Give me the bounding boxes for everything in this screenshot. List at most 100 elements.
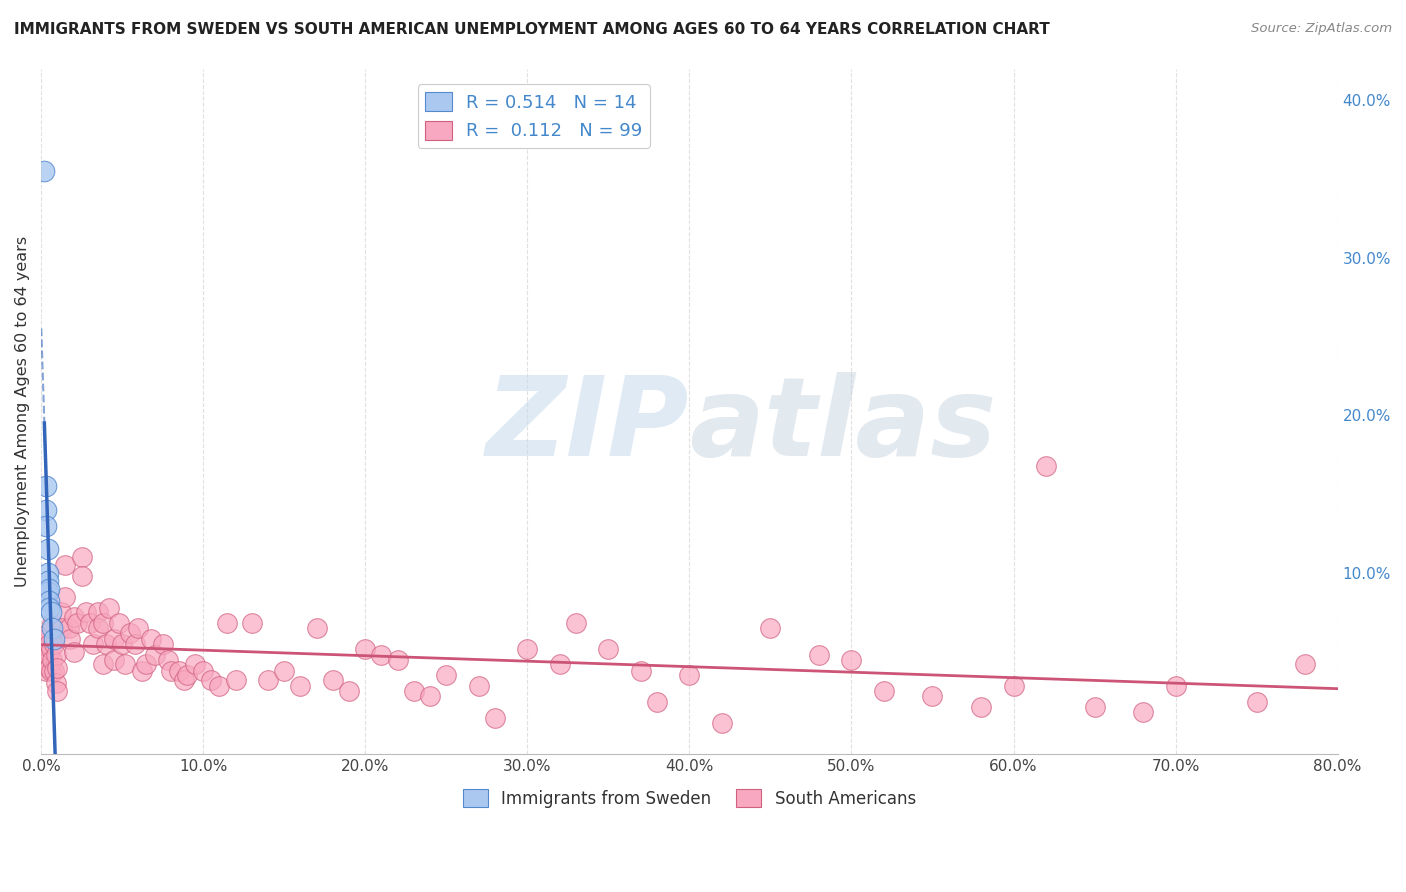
Point [921,689,943,703]
Point [114,657,136,672]
Point [42,637,65,651]
Point [38,582,60,596]
Point [1164,680,1187,694]
Point [240,616,263,631]
Y-axis label: Unemployment Among Ages 60 to 64 years: Unemployment Among Ages 60 to 64 years [15,235,30,587]
Point [598,641,620,656]
Point [34,657,56,672]
Point [759,621,782,635]
Text: atlas: atlas [689,372,997,479]
Point [49,605,72,619]
Text: Source: ZipAtlas.com: Source: ZipAtlas.com [1251,22,1392,36]
Point [58,621,80,635]
Point [208,680,231,694]
Point [217,616,239,631]
Point [131,664,153,678]
Point [873,684,896,698]
Point [79,616,101,631]
Point [370,648,392,662]
Point [51,621,73,635]
Point [45,648,67,662]
Point [200,673,222,687]
Point [70,550,93,565]
Point [46,684,69,698]
Point [808,648,831,662]
Point [82,637,104,651]
Point [35,503,58,517]
Point [38,600,60,615]
Point [645,695,668,709]
Point [467,680,489,694]
Point [120,625,142,640]
Point [94,637,117,651]
Point [124,637,146,651]
Point [42,632,65,647]
Point [1035,458,1057,473]
Point [354,641,377,656]
Point [290,680,312,694]
Point [484,711,506,725]
Point [111,637,134,651]
Point [66,616,89,631]
Point [516,641,538,656]
Point [39,664,62,678]
Text: IMMIGRANTS FROM SWEDEN VS SOUTH AMERICAN UNEMPLOYMENT AMONG AGES 60 TO 64 YEARS : IMMIGRANTS FROM SWEDEN VS SOUTH AMERICAN… [14,22,1050,37]
Point [91,616,114,631]
Point [127,621,149,635]
Point [273,664,295,678]
Point [434,668,457,682]
Point [156,652,179,666]
Point [39,641,62,656]
Point [159,664,181,678]
Point [42,664,65,678]
Point [35,479,58,493]
Point [31,648,53,662]
Point [1246,695,1268,709]
Point [173,673,195,687]
Point [548,657,571,672]
Point [34,164,56,178]
Point [41,652,63,666]
Point [41,616,63,631]
Point [35,632,58,647]
Text: ZIP: ZIP [486,372,689,479]
Point [46,660,69,674]
Point [167,664,190,678]
Point [37,542,59,557]
Point [62,645,84,659]
Point [87,621,110,635]
Point [103,632,125,647]
Point [38,660,60,674]
Point [630,664,652,678]
Point [337,684,360,698]
Point [38,637,60,651]
Point [37,574,59,588]
Point [141,632,163,647]
Point [565,616,588,631]
Point [41,621,63,635]
Point [98,600,121,615]
Point [193,664,215,678]
Point [37,648,59,662]
Point [152,637,174,651]
Point [35,664,58,678]
Point [710,715,733,730]
Point [55,558,77,572]
Point [70,569,93,583]
Point [1294,657,1316,672]
Point [37,566,59,580]
Point [322,673,344,687]
Point [91,657,114,672]
Point [39,605,62,619]
Point [135,657,157,672]
Point [387,652,409,666]
Point [1083,700,1105,714]
Point [37,625,59,640]
Point [37,585,59,599]
Point [225,673,247,687]
Point [1002,680,1025,694]
Legend: Immigrants from Sweden, South Americans: Immigrants from Sweden, South Americans [456,782,922,814]
Point [305,621,328,635]
Point [38,594,60,608]
Point [108,616,131,631]
